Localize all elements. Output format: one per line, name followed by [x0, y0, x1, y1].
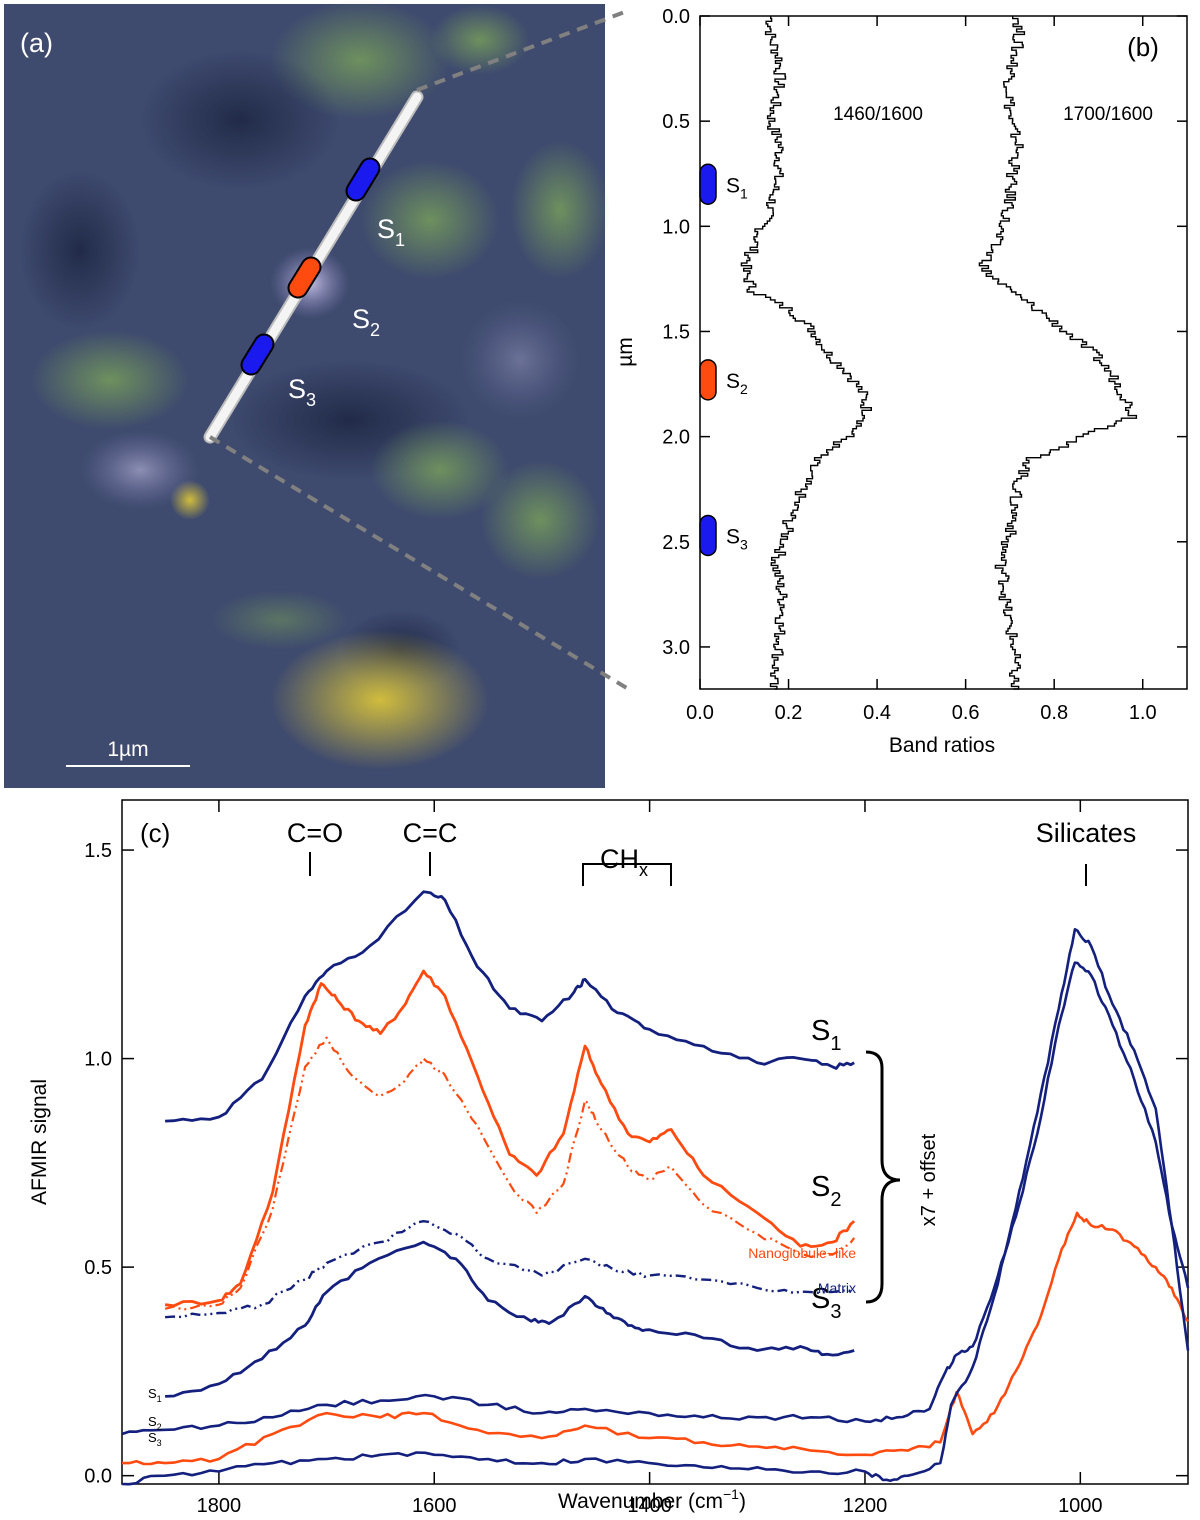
panel-b-markers: S1 S2 S3 [699, 163, 748, 557]
b-xtick-label-4: 0.8 [1040, 702, 1068, 724]
c-xtick-label-3: 1200 [843, 1495, 888, 1517]
nanoglobule-label: Nanoglobule−like [748, 1245, 856, 1261]
b-ytick-label-2: 1.0 [662, 216, 690, 238]
marker-s3-fill [242, 335, 273, 374]
panel-b-series [740, 16, 1138, 690]
b-ytick-label-5: 2.5 [662, 532, 690, 554]
panel-b-ylabel: µm [614, 337, 637, 367]
series-label-1700-1600: 1700/1600 [1063, 104, 1153, 125]
curve-label-s2: S2 [811, 1171, 841, 1211]
c-series-matrix [165, 1220, 855, 1319]
b-ytick-label-1: 0.5 [662, 111, 690, 133]
b-xtick-label-5: 1.0 [1129, 702, 1157, 724]
c-ytick-label-1: 0.5 [84, 1257, 112, 1279]
b-marker-s1 [699, 163, 717, 205]
small-label-s3: S3 [148, 1430, 162, 1448]
profile-marker-s3 [240, 333, 275, 376]
panel-a-texture [20, 0, 610, 770]
b-xtick-label-3: 0.6 [952, 702, 980, 724]
c-xtick-label-2: 1400 [627, 1495, 672, 1517]
offset-brace [865, 1050, 901, 1304]
band-label-chx: CHx [600, 844, 648, 880]
b-marker-label-s3: S3 [726, 525, 748, 552]
curve-label-s3: S3 [811, 1283, 841, 1323]
image-label-s1: S1 [377, 214, 405, 250]
band-label-silicates: Silicates [1036, 818, 1137, 848]
b-ytick-label-6: 3.0 [662, 637, 690, 659]
b-xtick-label-2: 0.4 [863, 702, 891, 724]
b-marker-s2 [699, 359, 717, 401]
panel-c-frame [121, 799, 1189, 1485]
b-ytick-label-0: 0.0 [662, 6, 690, 28]
c-ytick-label-3: 1.5 [84, 840, 112, 862]
c-xtick-label-4: 1000 [1058, 1495, 1103, 1517]
band-label-cc: C=C [403, 818, 458, 848]
profile-marker-s2 [287, 256, 322, 299]
c-ytick-label-2: 1.0 [84, 1049, 112, 1071]
panel-c-xticks: 1800 1600 1400 1200 1000 [197, 800, 1103, 1517]
c-series-s1 [165, 890, 855, 1123]
c-xtick-label-0: 1800 [197, 1495, 242, 1517]
c-series-s3-raw [121, 928, 1190, 1486]
b-xtick-label-0: 0.0 [686, 702, 714, 724]
band-label-co: C=O [287, 818, 343, 848]
b-xtick-label-1: 0.2 [775, 702, 803, 724]
panel-b-xlabel: Band ratios [889, 734, 995, 757]
panel-b: (b) 1460/1600 1700/1600 Band ratios µm 0… [614, 6, 1188, 757]
panel-c: (c) Wavenumber (cm−1) AFMIR signal C=O C… [28, 799, 1190, 1517]
image-label-s3: S3 [288, 374, 316, 410]
panel-c-series [121, 890, 1190, 1486]
panel-c-label: (c) [140, 818, 170, 848]
panel-b-xticks: 0.0 0.2 0.4 0.6 0.8 1.0 [686, 16, 1157, 724]
profile-marker-s1 [345, 157, 381, 202]
c-ytick-label-0: 0.0 [84, 1466, 112, 1488]
panel-c-yticks: 0.0 0.5 1.0 1.5 [84, 840, 1188, 1488]
c-series-s2-raw [122, 1211, 1190, 1466]
series-label-1460-1600: 1460/1600 [833, 104, 923, 125]
matrix-label: Matrix [818, 1280, 856, 1296]
c-xtick-label-1: 1600 [412, 1495, 457, 1517]
b-marker-s3 [699, 514, 717, 557]
scalebar-label: 1µm [107, 738, 148, 761]
panel-a-label: (a) [20, 28, 53, 58]
small-label-s1: S1 [148, 1386, 162, 1404]
panel-b-frame [699, 15, 1188, 690]
offset-label: x7 + offset [918, 1133, 940, 1226]
panel-c-xlabel: Wavenumber (cm−1) [558, 1486, 746, 1513]
c-series-s1-raw [121, 961, 1190, 1436]
band-bracket-chx [582, 863, 672, 886]
panel-b-yticks: 0.0 0.5 1.0 1.5 2.0 2.5 3.0 [662, 6, 1187, 659]
image-label-s2: S2 [352, 304, 380, 340]
b-series-1700-1600 [978, 16, 1138, 690]
b-ytick-label-3: 1.5 [662, 321, 690, 343]
c-series-s2 [164, 969, 856, 1308]
marker-s1-fill [347, 159, 379, 200]
c-series-s3 [165, 1240, 855, 1398]
b-series-1460-1600 [740, 16, 872, 690]
panel-b-label: (b) [1127, 32, 1159, 62]
connector-bottom [208, 435, 632, 692]
marker-s2-fill [289, 258, 320, 297]
small-label-s2: S2 [148, 1414, 162, 1432]
panel-c-ylabel: AFMIR signal [28, 1079, 51, 1205]
b-marker-label-s1: S1 [726, 174, 748, 201]
c-series-nanoglobule-like [164, 1036, 856, 1311]
panel-a: (a) S1 S2 S3 1µm [4, 0, 610, 788]
b-ytick-label-4: 2.0 [662, 427, 690, 449]
curve-label-s1: S1 [811, 1015, 841, 1055]
b-marker-label-s2: S2 [726, 370, 748, 397]
